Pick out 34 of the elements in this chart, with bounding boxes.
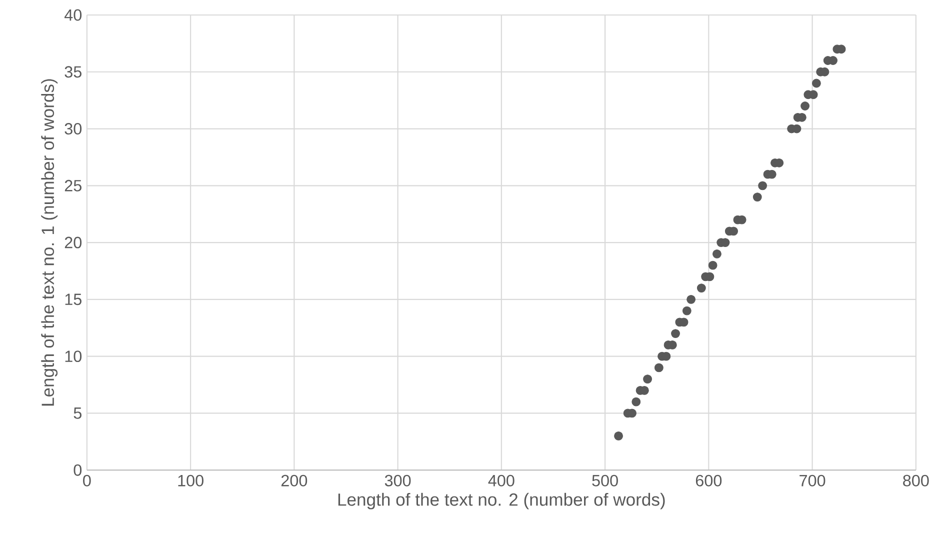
x-axis-title: Length of the text no. 2 (number of words)	[338, 492, 665, 510]
y-tick-label: 20	[64, 236, 82, 248]
point	[800, 101, 810, 110]
x-tick-label: 300	[384, 474, 411, 486]
point	[654, 363, 664, 372]
y-tick-label: 35	[64, 66, 82, 78]
point	[643, 374, 652, 384]
y-tick-label: 25	[64, 180, 82, 192]
y-tick-label: 5	[74, 407, 82, 419]
x-tick-label: 500	[592, 474, 618, 486]
x-tick-label: 600	[696, 474, 722, 486]
y-tick-label: 0	[74, 464, 82, 476]
x-tick-label: 100	[178, 474, 204, 486]
y-tick-label: 15	[65, 294, 82, 305]
point	[682, 306, 692, 316]
x-tick-label: 200	[281, 474, 308, 486]
x-tick-label: 800	[903, 474, 929, 486]
point	[812, 78, 821, 88]
point	[632, 397, 641, 406]
point	[758, 181, 768, 190]
point	[614, 431, 623, 440]
point	[708, 260, 718, 270]
y-tick-label: 10	[65, 350, 82, 362]
point	[671, 329, 680, 338]
point	[712, 249, 722, 258]
y-tick-label: 40	[64, 9, 82, 21]
y-tick-label: 30	[64, 122, 82, 134]
x-tick-label: 700	[800, 474, 826, 486]
y-axis-title: Length of the text no. 1 (number of words)	[41, 79, 58, 406]
x-tick-label: 400	[488, 474, 514, 486]
point	[752, 192, 762, 202]
point	[696, 284, 706, 292]
point	[686, 294, 696, 304]
x-tick-label: 0	[83, 474, 91, 486]
